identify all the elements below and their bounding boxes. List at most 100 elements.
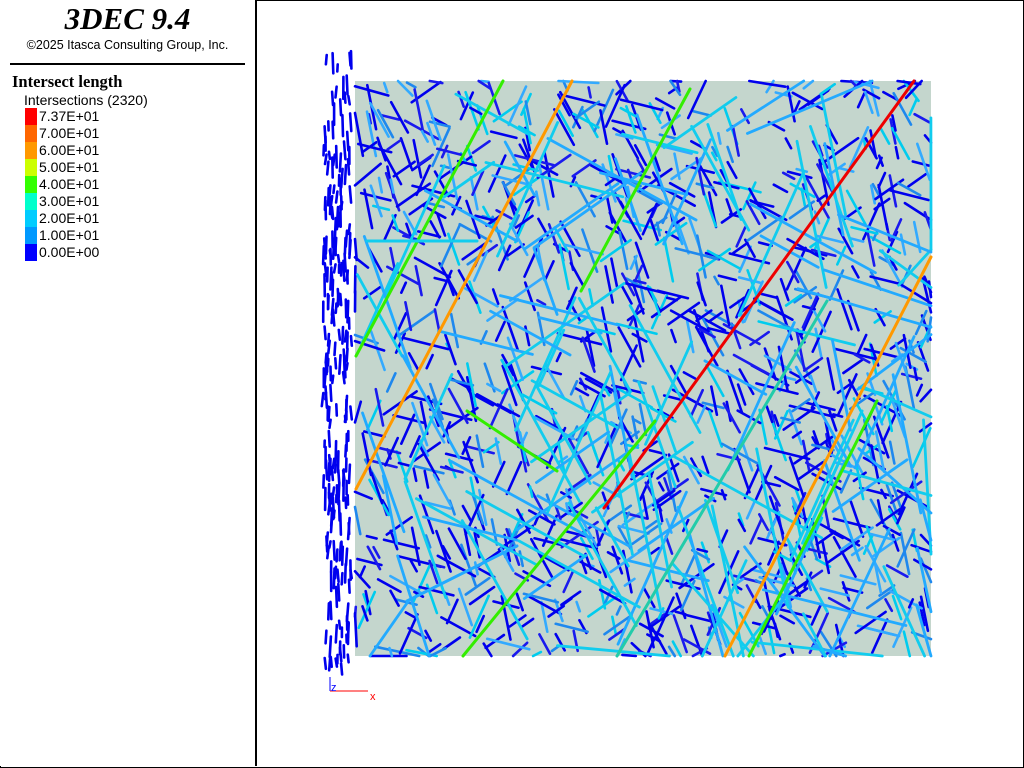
legend-swatch	[25, 244, 37, 261]
side-fracture-segment	[333, 341, 337, 357]
fracture-segment	[636, 189, 663, 205]
fracture-segment	[907, 173, 927, 188]
fracture-segment	[403, 336, 450, 351]
fracture-segment	[543, 151, 555, 198]
fracture-segment	[363, 188, 374, 230]
side-fracture-segment	[346, 299, 350, 324]
fracture-segment	[720, 442, 759, 465]
fracture-segment	[692, 110, 713, 117]
fracture-segment	[389, 589, 400, 607]
fracture-segment	[523, 281, 537, 312]
fracture-segment	[875, 508, 901, 527]
fracture-segment	[643, 519, 658, 531]
fracture-segment	[703, 359, 768, 396]
fracture-segment	[454, 92, 531, 137]
legend-label: 2.00E+01	[39, 210, 100, 226]
fracture-segment	[708, 410, 724, 448]
fracture-segment	[392, 311, 408, 342]
side-fracture-segment	[343, 252, 347, 273]
fracture-segment	[819, 587, 850, 597]
fracture-segment	[468, 585, 496, 606]
side-fracture-segment	[328, 418, 332, 430]
fracture-segment	[429, 220, 441, 239]
fracture-segment	[470, 392, 495, 407]
fracture-segment	[746, 216, 783, 242]
fracture-segment	[377, 176, 384, 194]
fracture-segment	[646, 633, 662, 643]
fracture-segment	[876, 499, 884, 525]
fracture-segment	[599, 109, 609, 145]
fracture-segment	[695, 156, 706, 196]
side-fracture-segment	[338, 353, 342, 376]
fracture-segment	[487, 154, 507, 193]
side-fracture-segment	[343, 562, 347, 584]
fracture-segment	[805, 177, 830, 219]
long-fracture-intersection	[405, 544, 519, 603]
fracture-segment	[534, 190, 541, 207]
fracture-segment	[563, 243, 605, 256]
side-fracture-segment	[331, 495, 336, 520]
fracture-segment	[368, 459, 398, 469]
side-fracture-segment	[341, 468, 345, 488]
fracture-segment	[357, 142, 393, 154]
fracture-segment	[518, 550, 525, 568]
fracture-segment	[853, 352, 871, 364]
fracture-segment	[628, 304, 702, 434]
fracture-segment	[624, 282, 667, 295]
model-view-canvas[interactable]: x z	[257, 1, 1022, 766]
fracture-segment	[662, 96, 738, 150]
fracture-segment	[657, 481, 665, 492]
fracture-segment	[496, 121, 560, 258]
fracture-segment	[567, 437, 590, 475]
fracture-segment	[596, 424, 618, 469]
fracture-segment	[524, 100, 532, 126]
fracture-segment	[524, 194, 536, 204]
fracture-segment	[574, 100, 601, 120]
fracture-segment	[380, 113, 401, 121]
fracture-segment	[812, 645, 847, 658]
side-fracture-segment	[328, 540, 332, 549]
fracture-segment	[849, 237, 865, 243]
fracture-segment	[815, 234, 845, 244]
fracture-segment	[435, 529, 452, 573]
fracture-segment	[716, 131, 722, 145]
side-fracture-segment	[332, 263, 337, 274]
fracture-segment	[447, 232, 461, 266]
fracture-segment	[588, 288, 595, 307]
side-fracture-segment	[327, 405, 331, 423]
fracture-segment	[779, 614, 796, 625]
fracture-segment	[528, 485, 534, 499]
fracture-segment	[461, 504, 473, 523]
fracture-segment	[719, 284, 731, 327]
fracture-segment	[376, 108, 395, 139]
fracture-segment	[475, 614, 485, 634]
fracture-segment	[369, 184, 383, 218]
fracture-segment	[610, 615, 618, 636]
fracture-segment	[703, 498, 740, 595]
fracture-segment	[877, 183, 889, 231]
fracture-segment	[630, 453, 668, 481]
fracture-segment	[816, 194, 827, 202]
fracture-segment	[560, 597, 573, 607]
side-fracture-segment	[348, 238, 352, 260]
fracture-segment	[773, 413, 780, 427]
fracture-segment	[473, 561, 479, 576]
fracture-segment	[544, 363, 566, 400]
fracture-segment	[608, 364, 634, 479]
side-fracture-segment	[330, 297, 335, 317]
fracture-segment	[374, 645, 421, 658]
fracture-segment	[565, 286, 578, 310]
fracture-segment	[809, 374, 818, 393]
side-fracture-segment	[323, 153, 328, 166]
fracture-segment	[750, 640, 884, 658]
fracture-segment	[862, 202, 881, 241]
fracture-segment	[396, 79, 414, 97]
fracture-segment	[658, 133, 679, 141]
fracture-segment	[412, 467, 418, 483]
fracture-segment	[865, 588, 895, 610]
side-fracture-segment	[343, 410, 348, 424]
fracture-segment	[812, 217, 831, 254]
model-viewport[interactable]: x z	[257, 1, 1022, 766]
fracture-segment	[668, 181, 696, 198]
fracture-segment	[522, 107, 532, 145]
